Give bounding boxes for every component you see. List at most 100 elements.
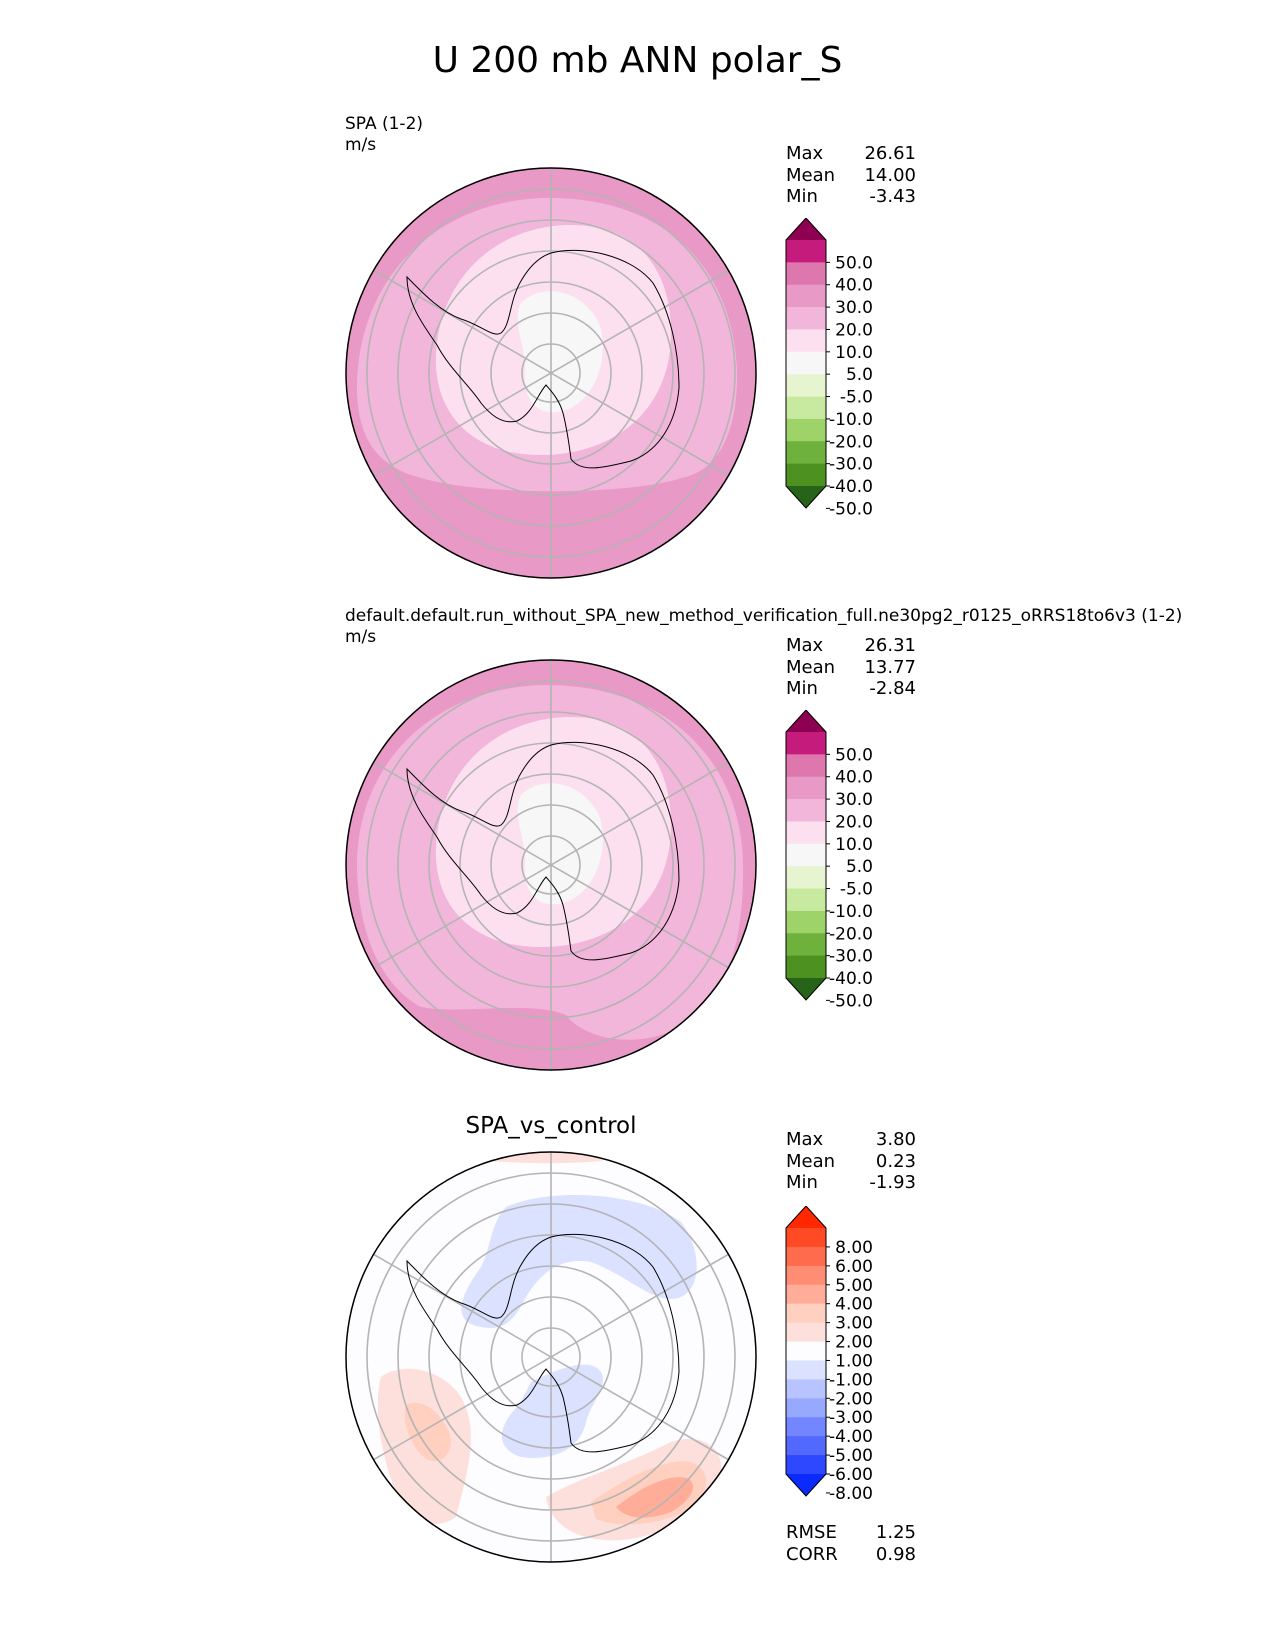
colorbar-tick-label: 2.00 [835, 1333, 873, 1353]
colorbar-tick-label: -8.00 [829, 1484, 873, 1504]
colorbar-segment [786, 776, 826, 800]
colorbar-tick-label: 5.0 [846, 857, 873, 877]
colorbar-tick-label: 1.00 [835, 1351, 873, 1371]
panel-2-units: m/s [345, 627, 377, 647]
colorbar-tick-label: -5.00 [829, 1446, 873, 1466]
colorbar-tick-label: 4.00 [835, 1295, 873, 1315]
colorbar-segment [786, 307, 826, 330]
stat-name: Min [786, 186, 818, 207]
stat-row: Mean 14.00 [786, 165, 916, 187]
colorbar-tick-label: -30.0 [829, 947, 873, 967]
stat-row: Max 3.80 [786, 1129, 916, 1151]
stat-name: Max [786, 143, 824, 164]
colorbar-tick-label: 20.0 [835, 320, 873, 340]
stat-name: Mean [786, 656, 836, 678]
figure-title: U 200 mb ANN polar_S [432, 40, 843, 81]
colorbar-segment [786, 1360, 826, 1380]
colorbar-segment [786, 955, 826, 979]
colorbar-segment [786, 1284, 826, 1305]
stat-row: Max 26.31 [786, 635, 916, 657]
colorbar-tick-label: -40.0 [829, 477, 873, 497]
stat-name: Min [786, 678, 818, 699]
colorbar-segment [786, 866, 826, 890]
colorbar-tick-label: -20.0 [829, 432, 873, 452]
colorbar-tick-label: -5.0 [840, 388, 873, 408]
colorbar-tick-label: 50.0 [835, 253, 873, 273]
colorbar-tick-label: -10.0 [829, 410, 873, 430]
panel-2-polar-map [345, 659, 757, 1071]
panel-3-metrics: RMSE 1.25 CORR 0.98 [786, 1522, 916, 1565]
panel-3-colorbar: 8.006.005.004.003.002.001.00-1.00-2.00-3… [785, 1206, 873, 1504]
colorbar-extend-bottom [786, 486, 826, 508]
colorbar-tick-label: 30.0 [835, 298, 873, 318]
metric-name: RMSE [786, 1522, 837, 1543]
colorbar-tick-label: 6.00 [835, 1257, 873, 1277]
colorbar-tick-label: -50.0 [829, 991, 873, 1010]
colorbar-segment [786, 910, 826, 934]
colorbar-tick-label: -50.0 [829, 499, 873, 518]
stat-value: 26.31 [864, 635, 916, 656]
stat-row: Min -1.93 [786, 1172, 916, 1194]
colorbar-segment [786, 888, 826, 912]
stat-name: Min [786, 1172, 818, 1193]
panel-2-colorbar: 50.0 40.030.020.0 10.05.0 -5.0-10.0-20.0 -30… [785, 710, 873, 1010]
panel-3-title: SPA_vs_control [465, 1113, 637, 1139]
stat-value: 3.80 [875, 1129, 916, 1150]
panel-2-name: default.default.run_without_SPA_new_meth… [345, 606, 1183, 626]
metric-value: 0.98 [875, 1543, 916, 1565]
colorbar-segment [786, 396, 826, 420]
colorbar-segment [786, 732, 826, 755]
stat-value: -3.43 [869, 186, 916, 207]
panel-1-units: m/s [345, 135, 377, 155]
colorbar-tick-label: 10.0 [835, 343, 873, 363]
colorbar-extend-top [786, 1206, 826, 1228]
stat-row: Min -3.43 [786, 186, 916, 208]
stat-value: -2.84 [869, 678, 916, 699]
colorbar-segment [786, 329, 826, 353]
colorbar-tick-label: -10.0 [829, 902, 873, 922]
panel-1-stats: Max 26.61 Mean 14.00 Min -3.43 [786, 143, 916, 208]
colorbar-segment [786, 821, 826, 845]
colorbar-segment [786, 1228, 826, 1248]
colorbar-segment [786, 463, 826, 487]
colorbar-tick-label: 3.00 [835, 1314, 873, 1334]
colorbar-segment [786, 1417, 826, 1437]
colorbar-extend-bottom [786, 1474, 826, 1496]
colorbar-tick-label: 50.0 [835, 745, 873, 765]
stat-value: -1.93 [869, 1172, 916, 1193]
stat-value: 26.61 [864, 143, 916, 164]
panel-3-stats: Max 3.80 Mean 0.23 Min -1.93 [786, 1129, 916, 1194]
colorbar-tick-label: -3.00 [829, 1408, 873, 1428]
colorbar-segment [786, 1436, 826, 1456]
colorbar-segment [786, 441, 826, 465]
colorbar-extend-top [786, 710, 826, 732]
stat-row: Min -2.84 [786, 678, 916, 700]
colorbar-segment [786, 799, 826, 822]
colorbar-tick-label: 20.0 [835, 812, 873, 832]
colorbar-tick-label: 30.0 [835, 790, 873, 810]
colorbar-tick-label: 40.0 [835, 768, 873, 788]
stat-name: Max [786, 635, 824, 656]
colorbar-tick-label: 10.0 [835, 835, 873, 855]
colorbar-tick-label: -5.0 [840, 880, 873, 900]
metric-name: CORR [786, 1543, 838, 1565]
colorbar-tick-label: -30.0 [829, 455, 873, 475]
colorbar-segment [786, 284, 826, 308]
stat-row: Mean 0.23 [786, 1151, 916, 1173]
colorbar-extend-bottom [786, 978, 826, 1000]
colorbar-segment [786, 1322, 826, 1343]
colorbar-tick-label: -40.0 [829, 969, 873, 989]
metric-value: 1.25 [875, 1522, 916, 1543]
colorbar-segment [786, 1265, 826, 1286]
panel-1-label: SPA (1-2) m/s [345, 114, 423, 156]
panel-1-polar-map [345, 167, 757, 579]
colorbar-segment [786, 374, 826, 398]
colorbar-segment [786, 933, 826, 957]
colorbar-segment [786, 1246, 826, 1267]
colorbar-segment [786, 1398, 826, 1418]
colorbar-tick-label: -20.0 [829, 924, 873, 944]
stat-name: Max [786, 1129, 824, 1150]
colorbar-segment [786, 1379, 826, 1399]
stat-value: 13.77 [864, 656, 916, 678]
colorbar-tick-label: -2.00 [829, 1389, 873, 1409]
